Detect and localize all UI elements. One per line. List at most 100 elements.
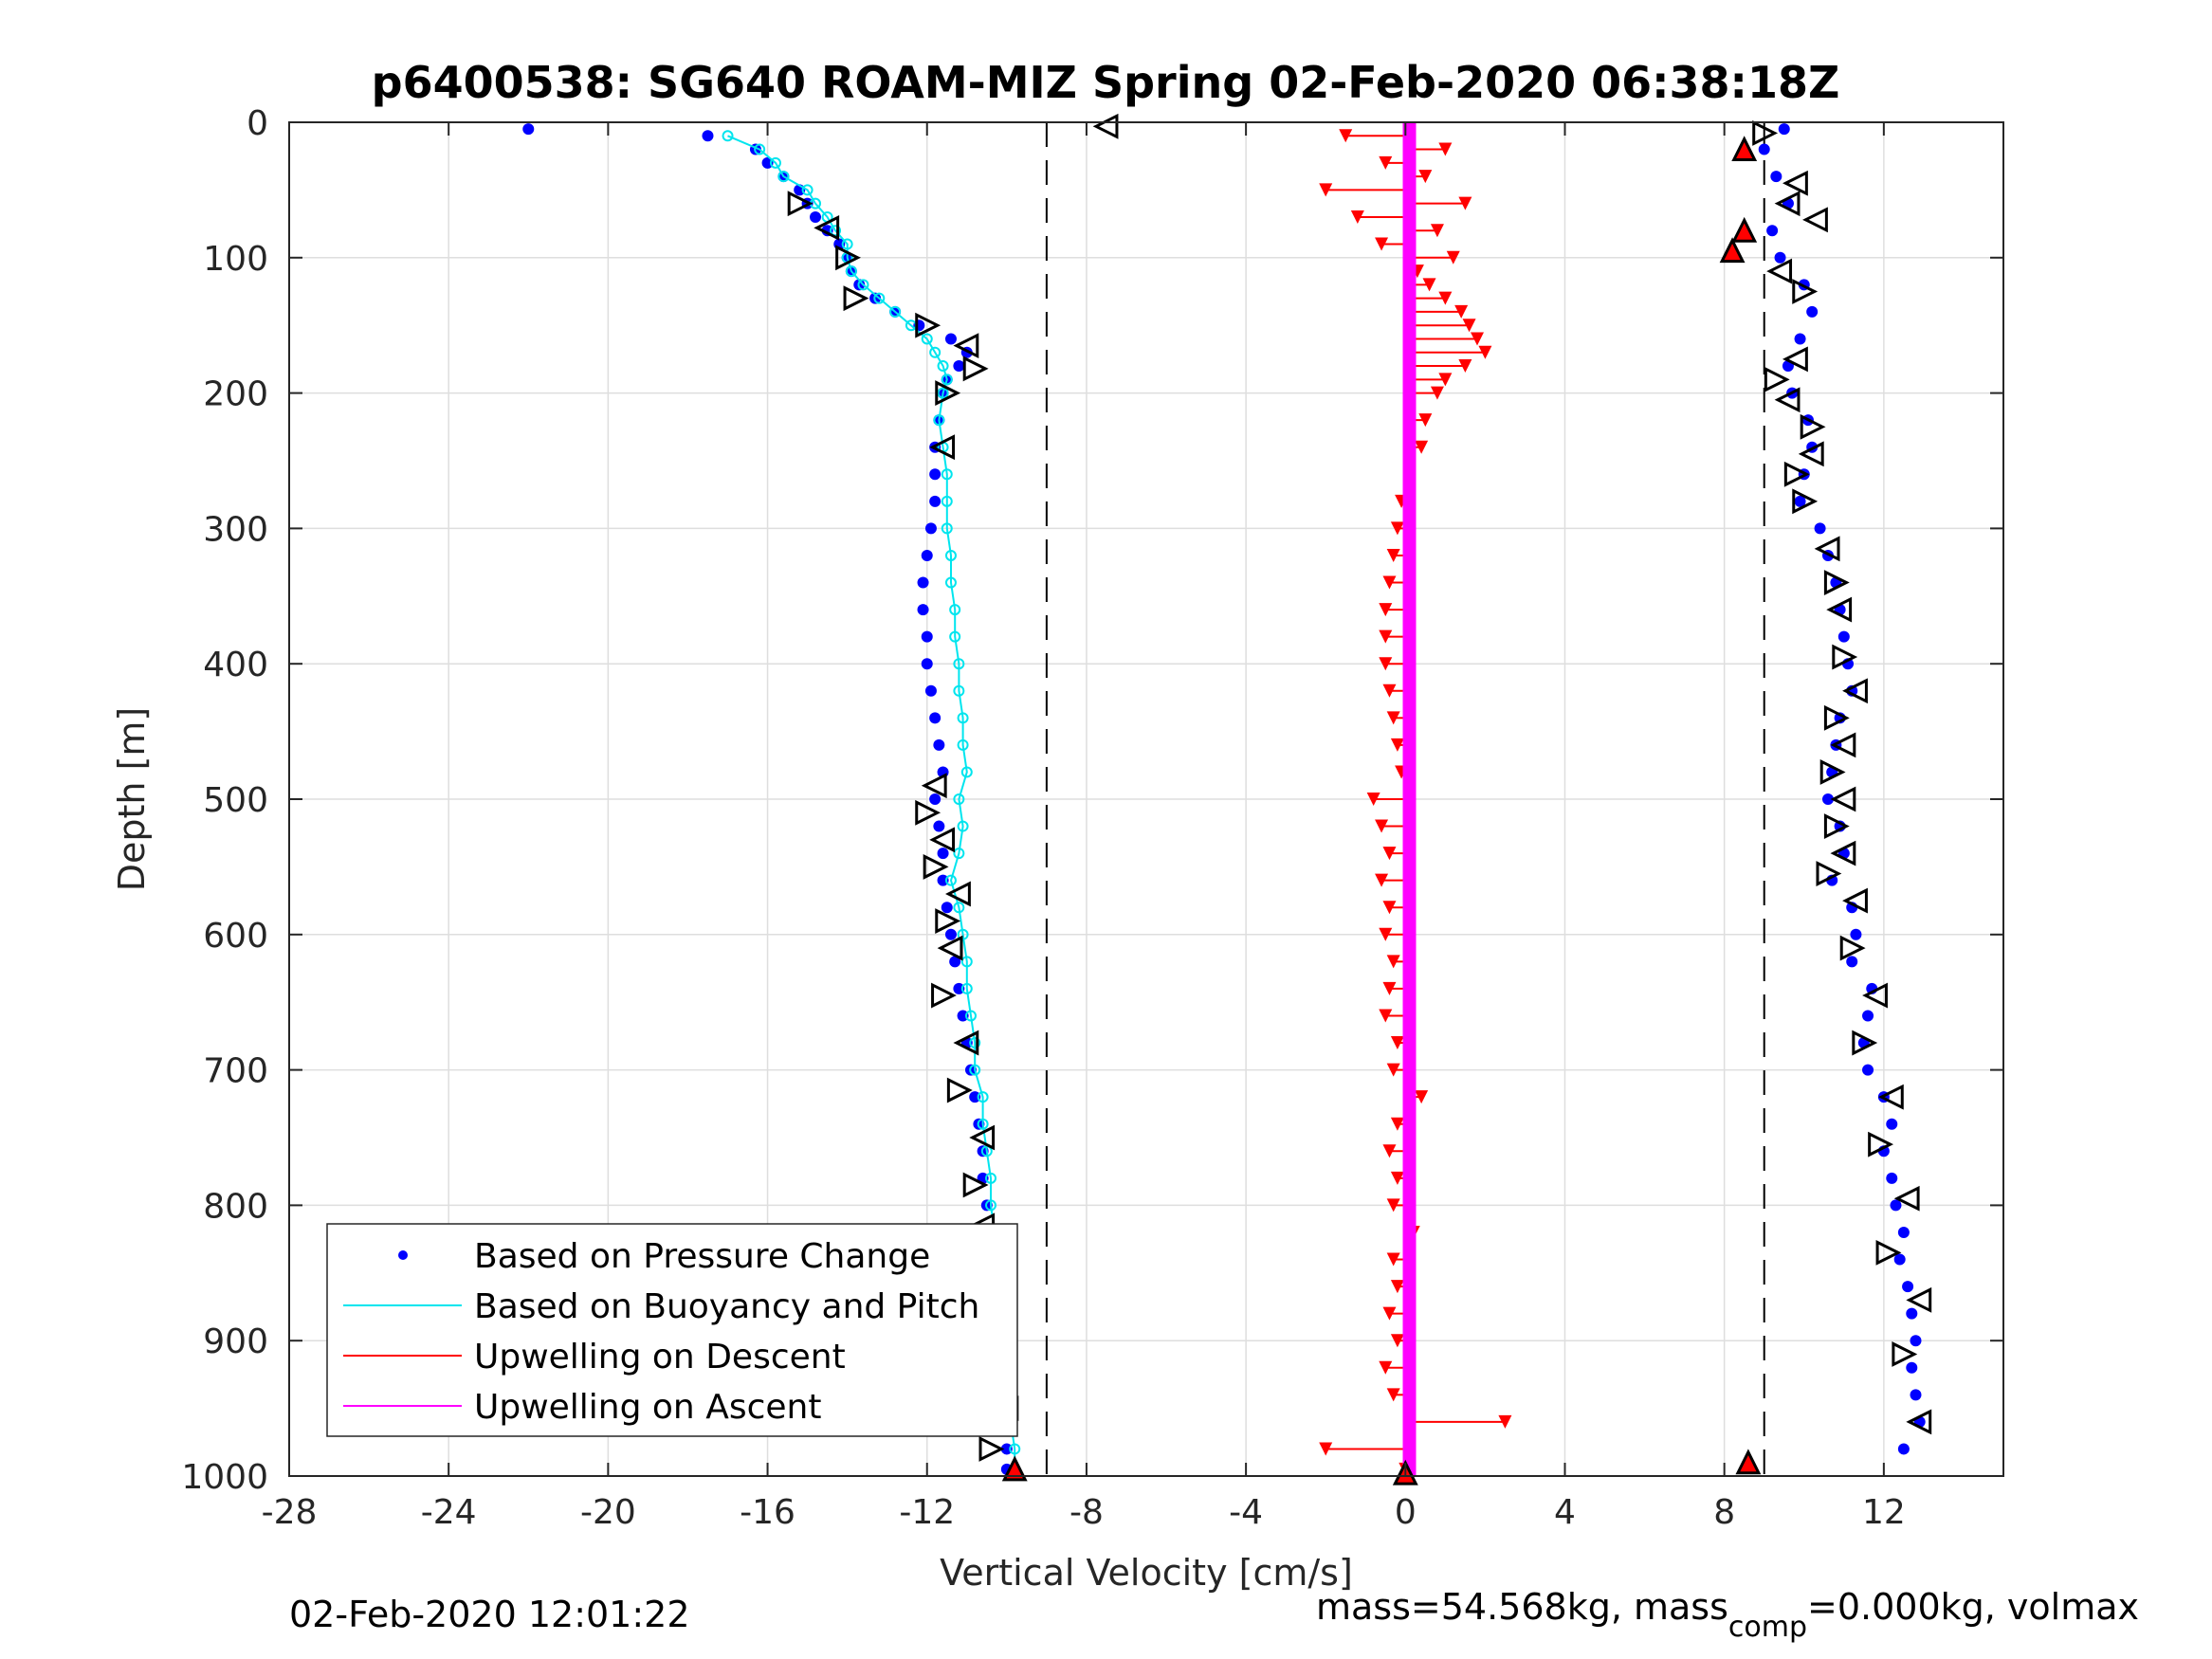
data-point-upwelling-on-descent: [1415, 440, 1429, 454]
legend-label-pressure: Based on Pressure Change: [474, 1237, 930, 1276]
data-point-based-on-buoyancy-and-pitch: [969, 1064, 981, 1076]
data-point-upwelling-on-descent: [1382, 1144, 1397, 1158]
marker-triangle-left: [1092, 113, 1119, 139]
x-tick-label: -12: [899, 1493, 955, 1532]
marker-triangle-right: [787, 191, 814, 217]
x-tick-label: 12: [1862, 1493, 1906, 1532]
x-tick-label: -8: [1069, 1493, 1104, 1532]
data-point-upwelling-on-descent: [1382, 575, 1397, 590]
y-tick-label: 900: [203, 1322, 268, 1361]
data-point-upwelling-on-descent: [1438, 373, 1453, 387]
marker-triangle-right: [1816, 861, 1842, 886]
marker-triangle-left: [1842, 678, 1868, 704]
data-point-upwelling-on-descent: [1386, 548, 1400, 562]
data-point-upwelling-on-descent: [1446, 250, 1460, 264]
data-point-based-on-buoyancy-and-pitch: [944, 549, 957, 561]
marker-triangle-left: [1830, 786, 1856, 812]
data-point-based-on-buoyancy-and-pitch: [944, 874, 957, 886]
x-tick-label: -4: [1229, 1493, 1263, 1532]
data-point-based-on-pressure-change-ascent: [1910, 1335, 1922, 1347]
data-point-upwelling-on-descent: [1382, 981, 1397, 995]
data-point-upwelling-on-descent: [1379, 1009, 1393, 1023]
data-point-upwelling-on-descent: [1386, 711, 1400, 725]
marker-triangle-right: [1823, 813, 1850, 839]
data-point-based-on-buoyancy-and-pitch: [953, 902, 965, 914]
marker-triangle-left: [1906, 1409, 1932, 1435]
data-point-upwelling-on-descent: [1386, 1388, 1400, 1402]
data-point-upwelling-on-descent: [1379, 927, 1393, 941]
x-axis-ticks: -28 -24 -20 -16 -12 -8 -4 0 4 8 12: [262, 122, 1906, 1532]
legend: Based on Pressure Change Based on Buoyan…: [326, 1223, 1018, 1437]
data-point-based-on-pressure-change-ascent: [1821, 793, 1834, 805]
marker-triangle-left: [1826, 596, 1853, 623]
marker-triangle-left: [929, 827, 956, 853]
data-point-upwelling-on-descent: [1382, 847, 1397, 861]
data-point-upwelling-on-descent: [1390, 738, 1404, 752]
data-point-based-on-buoyancy-and-pitch: [941, 522, 953, 535]
data-point-based-on-buoyancy-and-pitch: [941, 468, 953, 481]
marker-triangle-right: [1868, 1131, 1894, 1158]
data-point-based-on-buoyancy-and-pitch: [953, 658, 965, 670]
marker-triangle-right: [1752, 119, 1779, 146]
data-point-based-on-buoyancy-and-pitch: [985, 1199, 997, 1212]
data-point-based-on-buoyancy-and-pitch: [857, 279, 869, 291]
data-point-based-on-pressure-change-ascent: [1862, 1064, 1874, 1076]
data-point-based-on-pressure-change-ascent: [1910, 1389, 1922, 1401]
data-point-based-on-buoyancy-and-pitch: [977, 1091, 989, 1103]
marker-triangle-right: [923, 853, 949, 880]
data-point-upwelling-on-descent: [1438, 291, 1453, 305]
marker-triangle-right: [1839, 935, 1866, 961]
data-point-based-on-pressure-change-ascent: [1890, 1199, 1902, 1212]
marker-triangle-left: [1798, 441, 1824, 467]
marker-triangle-left: [1766, 258, 1793, 284]
marker-triangle-right: [1792, 279, 1819, 304]
chart-title: p6400538: SG640 ROAM-MIZ Spring 02-Feb-2…: [372, 57, 1840, 108]
data-point-based-on-pressure-change-ascent: [1770, 171, 1782, 183]
data-point-based-on-pressure-change-ascent: [1906, 1307, 1918, 1320]
marker-triangle-left: [1782, 170, 1808, 196]
data-point-based-on-pressure-change-descent: [702, 130, 714, 142]
data-point-based-on-buoyancy-and-pitch: [937, 360, 949, 373]
marker-triangle-right: [931, 982, 957, 1009]
x-axis-label: Vertical Velocity [cm/s]: [940, 1552, 1353, 1594]
y-tick-label: 800: [203, 1187, 268, 1226]
marker-triangle-right: [843, 285, 869, 312]
data-point-based-on-pressure-change-descent: [941, 902, 953, 914]
data-point-based-on-buoyancy-and-pitch: [953, 848, 965, 860]
data-point-based-on-pressure-change-descent: [522, 123, 535, 136]
data-point-based-on-buoyancy-and-pitch: [953, 793, 965, 805]
data-point-upwelling-on-descent: [1415, 1090, 1429, 1104]
marker-triangle-up: [1735, 1449, 1762, 1475]
data-point-upwelling-on-descent: [1379, 603, 1393, 617]
data-point-based-on-pressure-change-descent: [929, 468, 941, 481]
marker-triangle-left: [929, 434, 956, 461]
marker-triangle-right: [946, 1077, 973, 1103]
data-point-based-on-buoyancy-and-pitch: [889, 305, 902, 318]
marker-triangle-right: [1892, 1341, 1918, 1367]
data-point-based-on-buoyancy-and-pitch: [957, 712, 969, 724]
data-point-based-on-pressure-change-ascent: [1814, 522, 1826, 535]
data-point-based-on-pressure-change-ascent: [1906, 1361, 1918, 1374]
y-tick-label: 1000: [181, 1458, 268, 1497]
data-point-based-on-pressure-change-descent: [924, 522, 937, 535]
data-point-based-on-pressure-change-descent: [929, 793, 941, 805]
data-point-upwelling-on-descent: [1438, 142, 1453, 156]
data-point-upwelling-on-descent: [1386, 1063, 1400, 1077]
data-point-upwelling-on-descent: [1366, 793, 1380, 806]
data-point-based-on-buoyancy-and-pitch: [944, 576, 957, 589]
data-point-based-on-pressure-change-descent: [944, 333, 957, 345]
y-tick-label: 500: [203, 781, 268, 820]
data-point-upwelling-on-descent: [1379, 657, 1393, 671]
data-point-based-on-buoyancy-and-pitch: [754, 143, 766, 155]
marker-triangle-left: [945, 881, 971, 907]
y-tick-label: 400: [203, 646, 268, 684]
data-point-upwelling-on-descent: [1375, 237, 1389, 251]
data-point-based-on-buoyancy-and-pitch: [801, 184, 814, 196]
data-point-based-on-buoyancy-and-pitch: [960, 766, 973, 778]
data-point-based-on-pressure-change-ascent: [1897, 1443, 1910, 1455]
marker-triangle-right: [1875, 1239, 1902, 1266]
y-tick-label: 0: [247, 104, 268, 143]
data-point-based-on-buoyancy-and-pitch: [841, 238, 853, 250]
data-point-based-on-buoyancy-and-pitch: [941, 374, 953, 386]
data-point-upwelling-on-descent: [1418, 413, 1433, 428]
